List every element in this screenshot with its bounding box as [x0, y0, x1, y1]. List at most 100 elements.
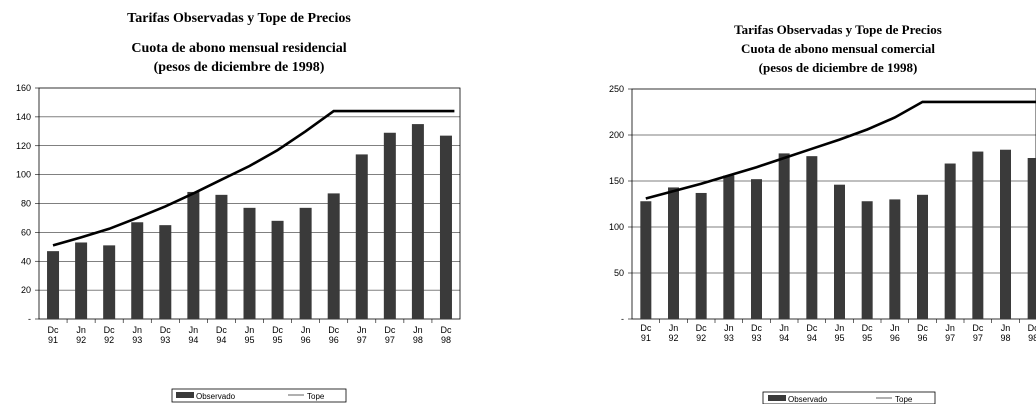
chart-2-y-tick-label: 100: [609, 222, 624, 232]
chart-1-bar-observado: [271, 220, 284, 319]
chart-2-bar-observado: [751, 179, 762, 319]
chart-2-y-tick-label: 150: [609, 176, 624, 186]
chart-2-x-tick-label-year: 95: [862, 333, 872, 343]
chart-1-x-tick-label-year: 97: [357, 335, 367, 345]
chart-2-x-tick-label-month: Dc: [751, 323, 762, 333]
chart-2-bar-observado: [1027, 158, 1036, 319]
chart-1-x-tick-label-year: 98: [441, 335, 451, 345]
chart-2-legend-observado-label: Observado: [788, 395, 828, 404]
chart-1-x-tick-label-year: 91: [48, 335, 58, 345]
chart-1-x-tick-label-month: Jn: [301, 325, 311, 335]
chart-1-x-tick-label-month: Dc: [216, 325, 227, 335]
chart-2-title-line-1: Tarifas Observadas y Tope de Precios: [734, 22, 942, 37]
chart-1-y-tick-label: -: [28, 314, 31, 324]
chart-2-bar-observado: [917, 194, 928, 319]
chart-2-legend-tope-label: Tope: [895, 395, 913, 404]
chart-1-x-tick-label-month: Jn: [76, 325, 86, 335]
chart-2-legend-box: [762, 391, 936, 404]
chart-2-x-tick-label-month: Jn: [945, 323, 955, 333]
chart-2-x-tick-label-year: 95: [834, 333, 844, 343]
chart-1-x-tick-label-month: Dc: [272, 325, 283, 335]
chart-1-bar-observado: [299, 207, 312, 319]
chart-1-bar-observado: [75, 242, 88, 319]
chart-2-x-tick-label-month: Jn: [890, 323, 900, 333]
chart-2-line-tope: [645, 100, 1036, 200]
chart-1-y-tick-label: 160: [16, 83, 31, 93]
chart-1-plot-area: -20406080100120140160Dc91Jn92Dc92Jn93Dc9…: [16, 83, 461, 345]
chart-1-x-tick-label-month: Dc: [328, 325, 339, 335]
chart-1-x-tick-label-month: Dc: [160, 325, 171, 335]
chart-2-bar-observado: [834, 184, 845, 319]
chart-1-title-line-2: Cuota de abono mensual residencial: [131, 41, 346, 56]
chart-2-x-tick-label-month: Dc: [862, 323, 873, 333]
chart-1-x-tick-label-month: Dc: [384, 325, 395, 335]
chart-2-x-tick-label-year: 97: [973, 333, 983, 343]
chart-2-bar-observado: [695, 192, 707, 319]
chart-1-x-tick-label-month: Jn: [132, 325, 142, 335]
chart-2-x-tick-label-month: Dc: [640, 323, 651, 333]
chart-1-y-tick-label: 80: [21, 199, 31, 209]
chart-2-y-tick-label: -: [621, 314, 624, 324]
chart-2-x-tick-label-year: 91: [641, 333, 651, 343]
chart-1-x-tick-label-year: 97: [385, 335, 395, 345]
chart-2-bar-observado: [778, 153, 790, 319]
chart-2-bar-observado: [861, 201, 873, 319]
chart-1-bar-observado: [439, 135, 452, 319]
chart-2-x-tick-label-year: 98: [1000, 333, 1010, 343]
chart-2-x-tick-label-year: 92: [696, 333, 706, 343]
chart-1-legend-observado-label: Observado: [196, 392, 236, 401]
chart-2-bar-observado: [1000, 149, 1011, 319]
chart-1-x-tick-label-year: 96: [329, 335, 339, 345]
chart-1-y-tick-label: 40: [21, 256, 31, 266]
chart-1-bar-observado: [215, 194, 228, 319]
chart-1-y-tick-label: 120: [16, 141, 31, 151]
chart-comercial: Tarifas Observadas y Tope de Precios Cuo…: [609, 22, 1036, 404]
chart-1-x-tick-label-year: 92: [76, 335, 86, 345]
chart-1-x-tick-label-year: 96: [301, 335, 311, 345]
chart-2-bar-observado: [806, 156, 818, 319]
chart-1-x-tick-label-year: 94: [188, 335, 198, 345]
chart-2-x-tick-label-year: 93: [724, 333, 734, 343]
chart-1-x-tick-label-year: 95: [273, 335, 283, 345]
chart-residencial: Tarifas Observadas y Tope de Precios Cuo…: [16, 11, 461, 403]
chart-2-bar-observado: [889, 199, 901, 319]
chart-1-legend: Observado Tope: [171, 388, 347, 403]
chart-1-bar-observado: [47, 251, 60, 319]
chart-2-plot-area: -50100150200250Dc91Jn92Dc92Jn93Dc93Jn94D…: [609, 84, 1036, 343]
chart-2-bar-observado: [640, 201, 652, 319]
chart-2-x-tick-label-month: Jn: [669, 323, 679, 333]
chart-1-y-tick-label: 100: [16, 170, 31, 180]
chart-2-x-tick-label-month: Jn: [779, 323, 789, 333]
chart-2-x-tick-label-month: Dc: [696, 323, 707, 333]
chart-1-legend-tope-label: Tope: [307, 392, 325, 401]
chart-2-y-tick-label: 50: [614, 268, 624, 278]
chart-1-x-tick-label-month: Jn: [413, 325, 423, 335]
chart-1-x-tick-label-month: Jn: [245, 325, 255, 335]
chart-2-legend: Observado Tope: [762, 391, 936, 404]
chart-1-x-tick-label-year: 98: [413, 335, 423, 345]
chart-2-legend-observado-swatch: [768, 395, 786, 401]
chart-2-x-tick-label-month: Jn: [1001, 323, 1011, 333]
chart-1-bar-observado: [355, 154, 368, 319]
chart-1-x-tick-label-year: 94: [216, 335, 226, 345]
chart-1-x-tick-label-year: 93: [160, 335, 170, 345]
chart-1-bar-observado: [243, 207, 256, 319]
chart-2-y-tick-label: 250: [609, 84, 624, 94]
chart-1-bar-observado: [327, 193, 340, 319]
chart-2-title-line-3: (pesos de diciembre de 1998): [759, 60, 918, 75]
chart-1-x-tick-label-year: 93: [132, 335, 142, 345]
chart-2-bar-observado: [723, 175, 735, 319]
chart-2-x-tick-label-month: Dc: [806, 323, 817, 333]
chart-1-bar-observado: [103, 245, 116, 319]
chart-2-x-tick-label-year: 98: [1028, 333, 1036, 343]
chart-1-x-tick-label-year: 92: [104, 335, 114, 345]
chart-2-bar-observado: [944, 163, 956, 319]
chart-1-bar-observado: [411, 124, 424, 319]
chart-1-y-tick-label: 140: [16, 112, 31, 122]
chart-1-bar-observado: [159, 225, 172, 319]
chart-1-x-tick-label-month: Dc: [440, 325, 451, 335]
chart-1-x-tick-label-month: Dc: [104, 325, 115, 335]
chart-2-bar-observado: [972, 151, 984, 319]
chart-1-title-line-1: Tarifas Observadas y Tope de Precios: [127, 11, 351, 26]
